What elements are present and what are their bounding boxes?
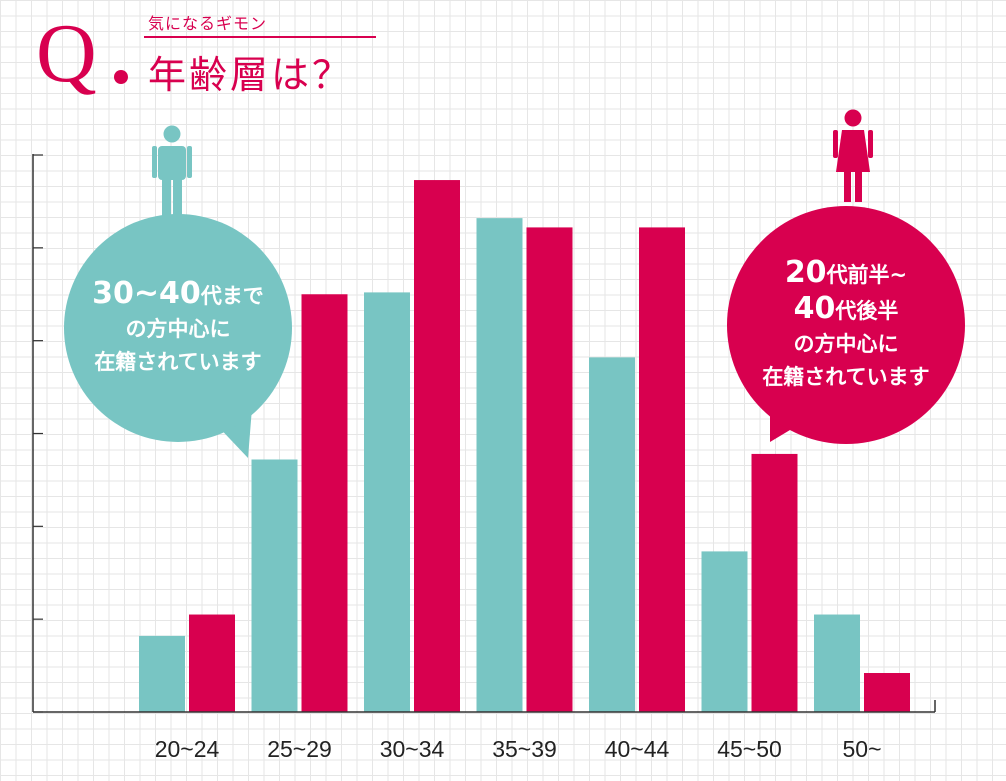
female-person-icon bbox=[833, 109, 873, 202]
q-dot bbox=[114, 70, 128, 84]
bar-male-4 bbox=[589, 357, 635, 712]
x-tick-label-3: 35~39 bbox=[492, 736, 557, 762]
female-callout-start-text: 代前半~ bbox=[826, 263, 908, 287]
bar-male-3 bbox=[476, 218, 523, 713]
bar-female-5 bbox=[751, 453, 798, 712]
bar-female-6 bbox=[864, 673, 910, 712]
bar-female-2 bbox=[414, 180, 460, 712]
male-callout-line2: の方中心に bbox=[125, 317, 231, 341]
female-callout-end-text: 代後半 bbox=[835, 299, 899, 323]
q-letter: Q bbox=[36, 7, 97, 100]
x-tick-label-2: 30~34 bbox=[380, 736, 445, 762]
male-callout-bubble: 30~40代まで の方中心に 在籍されています bbox=[64, 214, 292, 442]
x-tick-label-1: 25~29 bbox=[267, 736, 332, 762]
bar-female-3 bbox=[526, 227, 573, 712]
male-callout-age-range: 30~40 bbox=[92, 276, 201, 311]
bar-female-0 bbox=[189, 614, 235, 712]
female-callout-age-start: 20 bbox=[784, 255, 827, 290]
female-callout-line1: 20代前半~ bbox=[785, 256, 907, 292]
x-tick-label-0: 20~24 bbox=[155, 736, 220, 762]
x-tick-label-6: 50~ bbox=[842, 736, 881, 762]
female-callout-age-end: 40 bbox=[793, 291, 836, 326]
female-callout-line3: の方中心に bbox=[793, 332, 899, 356]
male-callout-suffix: 代まで bbox=[200, 284, 264, 308]
female-callout-line2: 40代後半 bbox=[794, 292, 899, 328]
male-callout-line3: 在籍されています bbox=[94, 350, 262, 374]
x-tick-label-4: 40~44 bbox=[605, 736, 670, 762]
bar-male-0 bbox=[139, 635, 185, 712]
bar-male-5 bbox=[701, 551, 748, 712]
bar-male-2 bbox=[364, 292, 410, 712]
bar-male-6 bbox=[814, 614, 860, 712]
bar-female-1 bbox=[301, 294, 348, 712]
male-callout-line1: 30~40代まで bbox=[92, 277, 264, 313]
male-person-icon bbox=[152, 125, 192, 218]
chart-title: 年齢層は？ bbox=[148, 53, 354, 97]
chart-header: Q 気になるギモン 年齢層は？ bbox=[36, 8, 396, 98]
bar-male-1 bbox=[251, 459, 298, 712]
x-tick-label-5: 45~50 bbox=[717, 736, 782, 762]
header-kicker: 気になるギモン bbox=[148, 14, 268, 33]
female-callout-line4: 在籍されています bbox=[762, 365, 930, 389]
header-rule bbox=[144, 36, 376, 38]
female-callout-bubble: 20代前半~ 40代後半 の方中心に 在籍されています bbox=[727, 206, 965, 444]
bar-female-4 bbox=[639, 227, 685, 712]
